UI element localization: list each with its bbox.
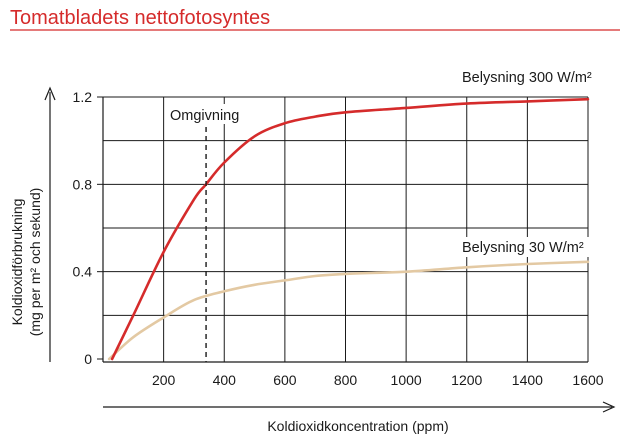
labels: Belysning 300 W/m² Belysning 30 W/m² Koldi… — [9, 67, 608, 434]
x-tick-label: 1200 — [451, 372, 482, 388]
x-tick-label: 200 — [152, 372, 176, 388]
x-tick-label: 400 — [213, 372, 237, 388]
legend-label-30-bg — [458, 237, 608, 257]
x-tick-label: 1600 — [572, 372, 603, 388]
series-line-30 — [107, 260, 590, 361]
omgivning-label: Omgivning — [170, 108, 239, 124]
y-axis-label-line1: Koldioxidförbrukning — [9, 199, 25, 326]
y-tick-label: 0.4 — [73, 264, 93, 280]
grid — [103, 96, 589, 362]
axes: 0 0.4 0.8 1.2 200 400 600 800 1000 1200 1400 1600 — [44, 86, 616, 413]
omgivning-label-bg — [167, 104, 253, 124]
series-line-300 — [110, 97, 590, 361]
x-tick-label: 1400 — [512, 372, 543, 388]
legend-label-30: Belysning 30 W/m² — [462, 240, 584, 256]
x-axis-label: Koldioxidkoncentration (ppm) — [267, 418, 448, 434]
legend-label-300-bg — [458, 67, 608, 87]
series — [107, 97, 590, 361]
y-tick-label: 0.8 — [73, 176, 93, 192]
x-tick-label: 600 — [273, 372, 297, 388]
x-axis-arrowhead — [602, 401, 616, 413]
y-tick-label: 0 — [84, 351, 92, 367]
x-tick-label: 1000 — [391, 372, 422, 388]
y-axis-arrowhead — [44, 86, 56, 101]
legend-label-300: Belysning 300 W/m² — [462, 70, 592, 86]
chart-title: Tomatbladets nettofotosyntes — [10, 7, 270, 29]
x-tick-label: 800 — [334, 372, 358, 388]
y-tick-label: 1.2 — [73, 89, 93, 105]
y-axis-label-line2: (mg per m² och sekund) — [27, 188, 43, 337]
annotations: Omgivning — [167, 104, 253, 362]
